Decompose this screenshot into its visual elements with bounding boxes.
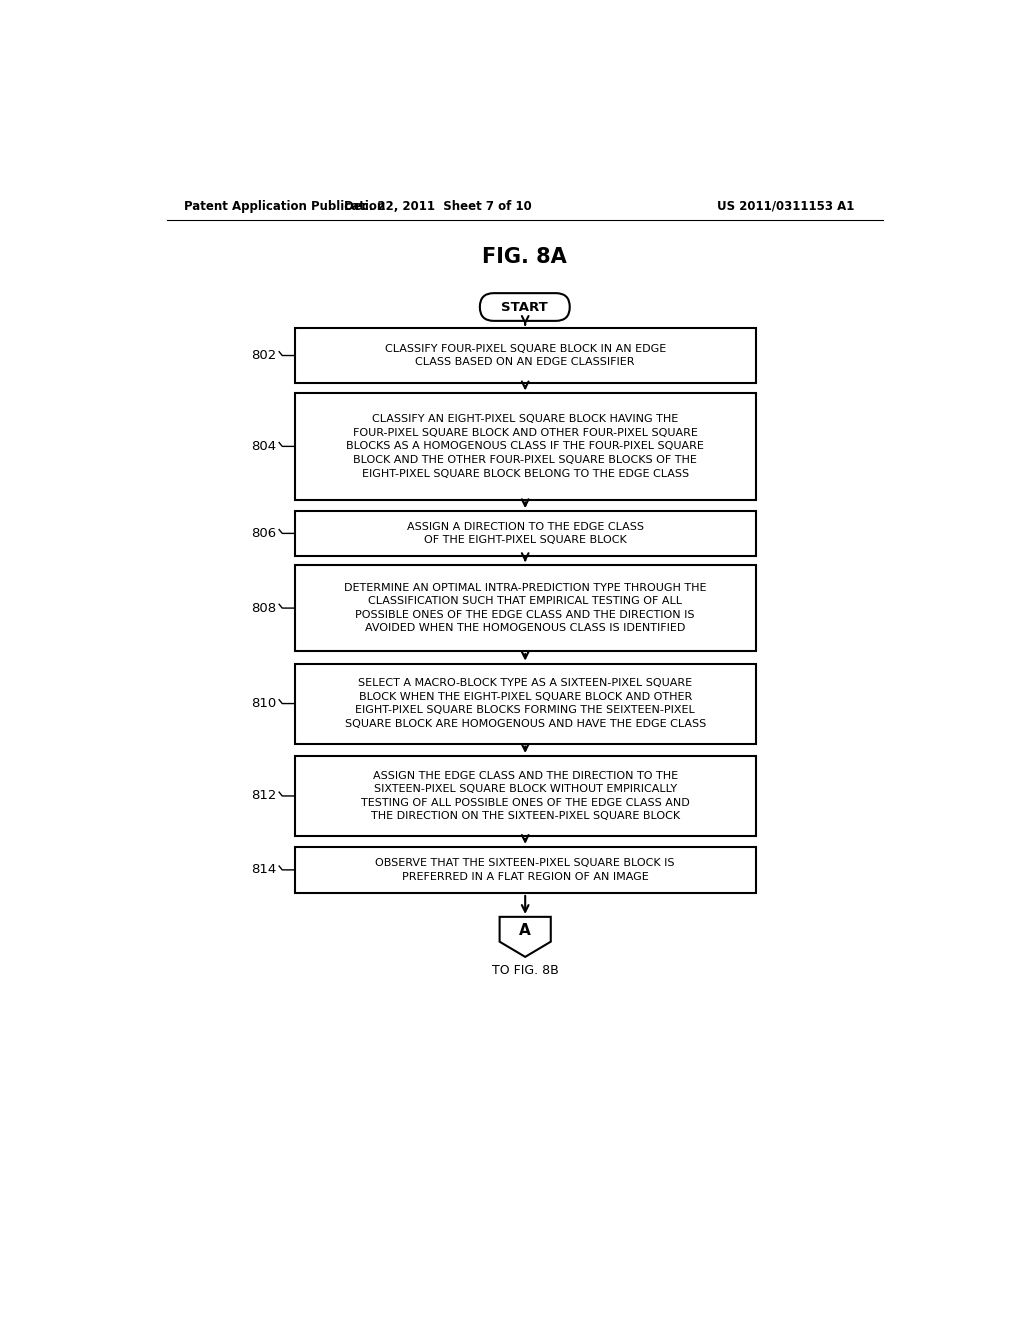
Text: Patent Application Publication: Patent Application Publication [183, 199, 385, 213]
Text: SELECT A MACRO-BLOCK TYPE AS A SIXTEEN-PIXEL SQUARE
BLOCK WHEN THE EIGHT-PIXEL S: SELECT A MACRO-BLOCK TYPE AS A SIXTEEN-P… [344, 678, 706, 729]
Text: A: A [519, 924, 531, 939]
Text: US 2011/0311153 A1: US 2011/0311153 A1 [717, 199, 854, 213]
Text: ASSIGN THE EDGE CLASS AND THE DIRECTION TO THE
SIXTEEN-PIXEL SQUARE BLOCK WITHOU: ASSIGN THE EDGE CLASS AND THE DIRECTION … [360, 771, 689, 821]
Text: FIG. 8A: FIG. 8A [482, 247, 567, 267]
Text: DETERMINE AN OPTIMAL INTRA-PREDICTION TYPE THROUGH THE
CLASSIFICATION SUCH THAT : DETERMINE AN OPTIMAL INTRA-PREDICTION TY… [344, 582, 707, 634]
FancyBboxPatch shape [480, 293, 569, 321]
FancyBboxPatch shape [295, 756, 756, 836]
Polygon shape [500, 917, 551, 957]
FancyBboxPatch shape [295, 511, 756, 556]
Text: 808: 808 [251, 602, 276, 615]
FancyBboxPatch shape [295, 847, 756, 892]
Text: 806: 806 [251, 527, 276, 540]
FancyBboxPatch shape [295, 565, 756, 651]
Text: 804: 804 [251, 440, 276, 453]
FancyBboxPatch shape [295, 664, 756, 743]
Text: Dec. 22, 2011  Sheet 7 of 10: Dec. 22, 2011 Sheet 7 of 10 [344, 199, 531, 213]
Text: 802: 802 [251, 348, 276, 362]
Text: TO FIG. 8B: TO FIG. 8B [492, 964, 558, 977]
FancyBboxPatch shape [295, 393, 756, 499]
Text: CLASSIFY AN EIGHT-PIXEL SQUARE BLOCK HAVING THE
FOUR-PIXEL SQUARE BLOCK AND OTHE: CLASSIFY AN EIGHT-PIXEL SQUARE BLOCK HAV… [346, 414, 705, 479]
Text: OBSERVE THAT THE SIXTEEN-PIXEL SQUARE BLOCK IS
PREFERRED IN A FLAT REGION OF AN : OBSERVE THAT THE SIXTEEN-PIXEL SQUARE BL… [376, 858, 675, 882]
Text: 810: 810 [251, 697, 276, 710]
Text: ASSIGN A DIRECTION TO THE EDGE CLASS
OF THE EIGHT-PIXEL SQUARE BLOCK: ASSIGN A DIRECTION TO THE EDGE CLASS OF … [407, 521, 644, 545]
Text: 814: 814 [251, 863, 276, 876]
Text: START: START [502, 301, 548, 314]
Text: CLASSIFY FOUR-PIXEL SQUARE BLOCK IN AN EDGE
CLASS BASED ON AN EDGE CLASSIFIER: CLASSIFY FOUR-PIXEL SQUARE BLOCK IN AN E… [385, 343, 666, 367]
Text: 812: 812 [251, 789, 276, 803]
FancyBboxPatch shape [295, 327, 756, 383]
